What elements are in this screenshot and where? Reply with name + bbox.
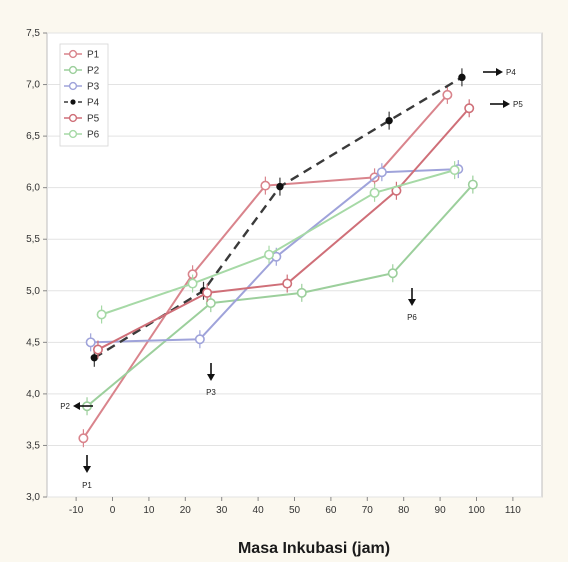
data-point <box>442 89 453 100</box>
x-tick-label: 0 <box>110 505 116 516</box>
y-tick-label: 6,0 <box>26 183 40 194</box>
data-point <box>202 287 213 298</box>
annotation-label: P6 <box>407 313 417 322</box>
x-tick-label: 60 <box>325 505 337 516</box>
legend-item-p2: P2 <box>64 66 100 77</box>
y-tick-label: 3,5 <box>26 440 40 451</box>
data-point <box>85 337 96 348</box>
annotation-arrow-head <box>503 100 510 108</box>
annotation-label: P3 <box>206 388 216 397</box>
legend-label: P1 <box>87 50 100 61</box>
data-point <box>467 179 478 190</box>
legend-label: P6 <box>87 130 100 141</box>
legend-item-p6: P6 <box>64 130 100 141</box>
legend-marker <box>68 129 78 139</box>
series-p6 <box>96 161 460 324</box>
data-point <box>387 268 398 279</box>
data-point <box>187 278 198 289</box>
data-point <box>260 180 271 191</box>
legend-marker <box>68 113 78 123</box>
legend-label: P2 <box>87 66 100 77</box>
x-axis-title: Masa Inkubasi (jam) <box>238 540 390 557</box>
x-tick-label: 30 <box>216 505 228 516</box>
data-point <box>276 182 284 191</box>
legend-marker <box>70 99 76 105</box>
legend-box <box>59 43 109 147</box>
legend: P1 P2 P3 P4 P5 P6 <box>59 43 109 147</box>
x-tick-label: 10 <box>143 505 155 516</box>
legend-marker <box>68 49 78 59</box>
legend-item-p1: P1 <box>64 50 100 61</box>
data-point <box>464 103 475 114</box>
annotation-arrow-head <box>83 466 91 473</box>
annotation-arrow-head <box>73 402 80 410</box>
data-point <box>449 165 460 176</box>
legend-marker <box>68 81 78 91</box>
x-tick-label: 40 <box>253 505 265 516</box>
y-tick-label: 5,0 <box>26 286 40 297</box>
data-point <box>282 278 293 289</box>
annotation-label: P5 <box>513 100 523 109</box>
y-tick-label: 3,0 <box>26 492 40 503</box>
legend-item-p5: P5 <box>64 114 100 125</box>
y-tick-label: 4,5 <box>26 337 40 348</box>
annotation-arrow-head <box>207 374 215 381</box>
y-tick-label: 6,5 <box>26 131 40 142</box>
x-tick-label: 90 <box>435 505 447 516</box>
annotation-arrow-head <box>408 299 416 306</box>
x-tick-label: 70 <box>362 505 374 516</box>
plot-area <box>46 32 543 498</box>
x-tick-label: 50 <box>289 505 301 516</box>
x-tick-label: 110 <box>505 505 521 516</box>
y-tick-label: 7,0 <box>26 80 40 91</box>
data-point <box>205 298 216 309</box>
x-tick-label: 80 <box>398 505 410 516</box>
x-tick-label: 100 <box>468 505 485 516</box>
data-point <box>385 116 393 125</box>
data-point <box>296 287 307 298</box>
annotation-label: P1 <box>82 481 92 490</box>
data-point <box>194 334 205 345</box>
series-p5 <box>92 99 475 359</box>
data-point <box>78 433 89 444</box>
y-tick-label: 4,0 <box>26 389 40 400</box>
legend-label: P3 <box>87 82 100 93</box>
legend-label: P5 <box>87 114 100 125</box>
annotation-label: P2 <box>60 402 70 411</box>
y-tick-label: 7,5 <box>26 28 40 39</box>
data-point <box>369 187 380 198</box>
legend-marker <box>68 65 78 75</box>
data-point <box>92 344 103 355</box>
y-tick-label: 5,5 <box>26 234 40 245</box>
x-tick-label: 20 <box>180 505 192 516</box>
annotation-label: P4 <box>506 68 516 77</box>
legend-item-p3: P3 <box>64 82 100 93</box>
legend-label: P4 <box>87 98 100 109</box>
data-point <box>96 309 107 320</box>
data-point <box>264 249 275 260</box>
data-point <box>458 73 466 82</box>
x-tick-label: -10 <box>69 505 84 516</box>
data-point <box>90 354 99 362</box>
data-point <box>376 167 387 178</box>
annotation-arrow-head <box>496 68 503 76</box>
legend-item-p4: P4 <box>64 98 100 109</box>
